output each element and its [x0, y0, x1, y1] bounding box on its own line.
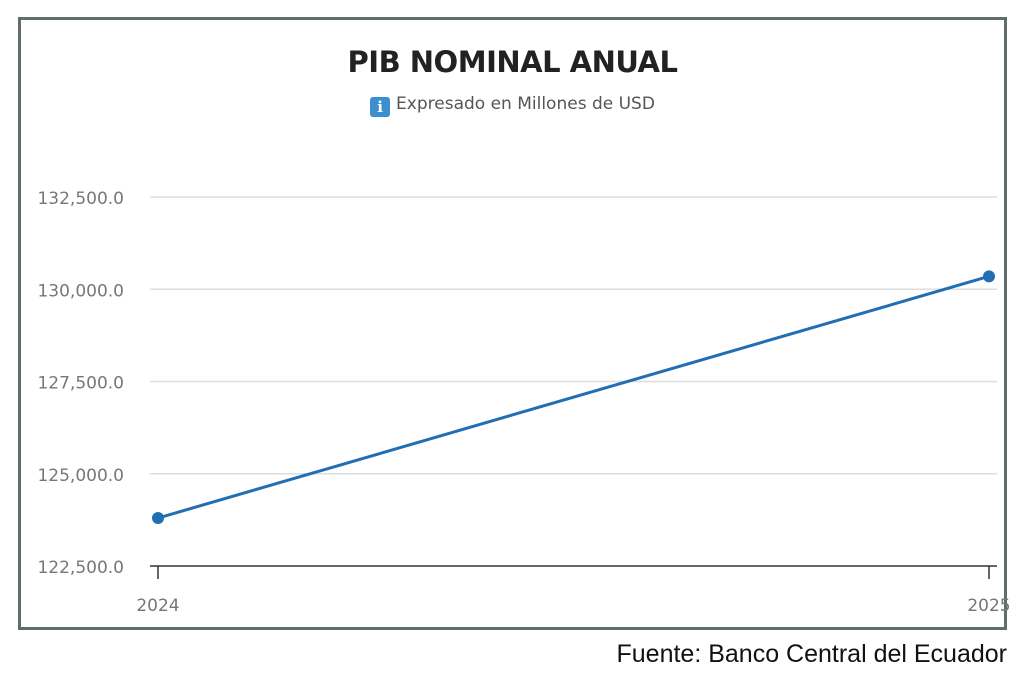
chart-title: PIB NOMINAL ANUAL	[347, 45, 678, 79]
x-axis	[150, 565, 997, 579]
y-tick-label: 132,500.0	[37, 189, 124, 209]
x-tick-label: 2024	[136, 596, 179, 616]
series-line	[157, 274, 990, 520]
chart-subtitle: i Expresado en Millones de USD	[21, 94, 1004, 117]
chart-frame: PIB NOMINAL ANUAL i Expresado en Millones…	[18, 17, 1007, 630]
info-icon: i	[370, 97, 391, 117]
y-tick-label: 127,500.0	[37, 374, 124, 394]
y-tick-labels: 122,500.0 125,000.0 127,500.0 130,000.0 132,…	[37, 189, 124, 578]
data-point	[152, 512, 164, 525]
y-tick-label: 122,500.0	[37, 558, 124, 578]
chart-subtitle-text: Expresado en Millones de USD	[396, 94, 655, 114]
x-tick-label: 2025	[967, 596, 1010, 616]
y-tick-label: 125,000.0	[37, 466, 124, 486]
source-note: Fuente: Banco Central del Ecuador	[616, 640, 1007, 668]
data-point	[983, 270, 995, 283]
x-tick-labels: 2024 2025	[136, 596, 1010, 616]
y-tick-label: 130,000.0	[37, 281, 124, 301]
grid-lines	[150, 196, 997, 475]
series-layer	[152, 270, 995, 525]
